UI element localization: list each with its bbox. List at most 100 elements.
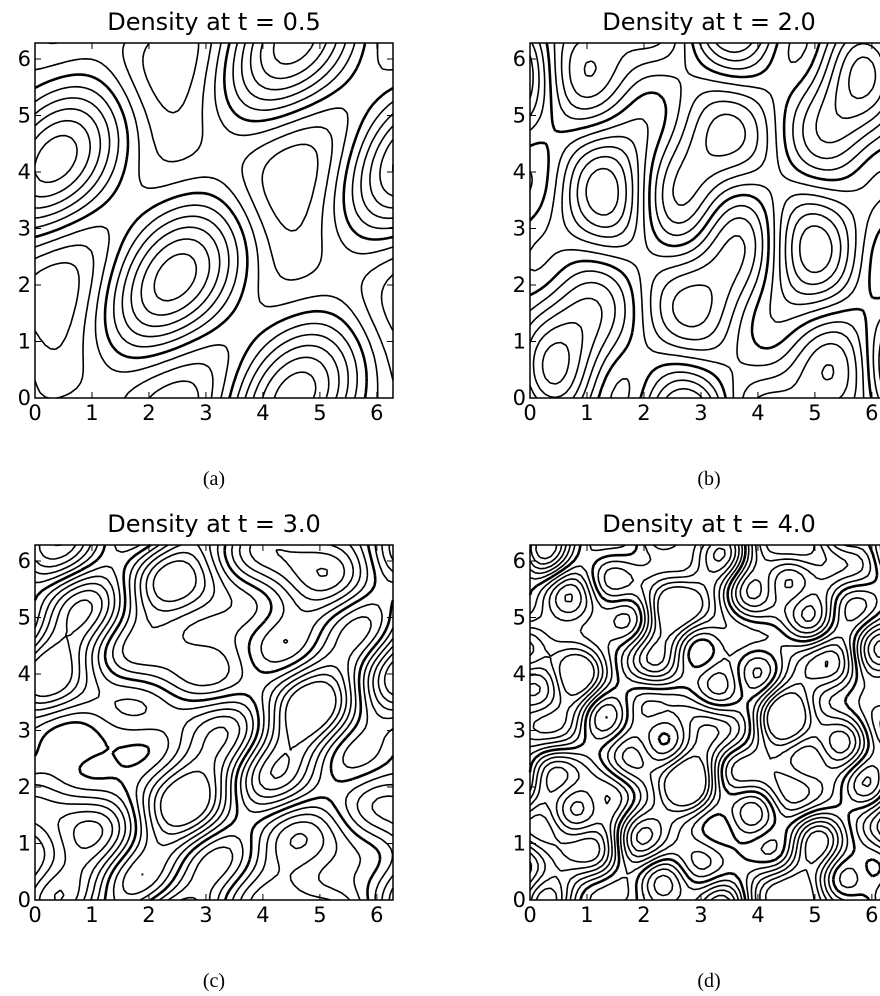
y-tick-label: 6 [513, 549, 526, 573]
x-tick-label: 2 [142, 401, 155, 425]
x-tick-label: 1 [85, 401, 98, 425]
x-tick-label: 5 [313, 903, 326, 927]
panel: 0 1 2 3 4 5 6 0 1 2 3 4 5 6 Density at t = 3.0 (c) [18, 510, 395, 992]
panel: 0 1 2 3 4 5 6 0 1 2 3 4 5 6 Density at t = 2.0 (b) [513, 8, 880, 490]
x-tick-label: 5 [808, 401, 821, 425]
y-tick-label: 3 [513, 718, 526, 742]
contour-line [34, 42, 394, 399]
x-tick-label: 1 [85, 903, 98, 927]
y-tick-label: 0 [18, 386, 31, 410]
chart-title: Density at t = 3.0 [107, 510, 321, 538]
contour-line [34, 544, 394, 901]
x-tick-label: 5 [313, 401, 326, 425]
x-tick-label: 4 [751, 401, 764, 425]
contour-line [34, 544, 394, 901]
contour-line [34, 42, 394, 399]
y-tick-label: 2 [513, 775, 526, 799]
contour-line [529, 42, 880, 399]
x-tick-label: 4 [751, 903, 764, 927]
chart-title: Density at t = 4.0 [602, 510, 816, 538]
contour-line [34, 42, 394, 399]
y-tick-label: 1 [513, 831, 526, 855]
y-tick-label: 3 [18, 216, 31, 240]
contour-line [529, 544, 880, 901]
x-tick-label: 6 [370, 401, 383, 425]
contour-line [529, 42, 880, 399]
contour-line [34, 544, 394, 901]
x-tick-label: 0 [28, 903, 41, 927]
plot-frame [529, 42, 880, 399]
chart-title: Density at t = 2.0 [602, 8, 816, 36]
x-tick-label: 3 [694, 903, 707, 927]
contour-line [532, 60, 842, 399]
y-tick-label: 0 [18, 888, 31, 912]
y-tick-label: 4 [513, 662, 526, 686]
caption: (c) [203, 970, 225, 992]
y-tick-label: 6 [18, 549, 31, 573]
y-tick-label: 5 [513, 605, 526, 629]
contour-line [529, 544, 829, 901]
contour-line [529, 42, 880, 399]
y-tick-label: 4 [18, 662, 31, 686]
contour-line [34, 42, 394, 399]
contour-line [529, 42, 880, 399]
x-tick-label: 2 [637, 401, 650, 425]
contour-line [34, 544, 394, 901]
plot-frame [34, 42, 394, 399]
contour-line [33, 543, 395, 902]
contour-line [34, 42, 394, 399]
plot-frame [529, 544, 880, 901]
y-tick-label: 5 [513, 103, 526, 127]
panel: 0 1 2 3 4 5 6 0 1 2 3 4 5 6 Density at t = 0.5 (a) [18, 8, 394, 490]
x-tick-label: 6 [370, 903, 383, 927]
x-tick-label: 4 [256, 903, 269, 927]
x-tick-label: 0 [523, 401, 536, 425]
contour-line [34, 42, 394, 399]
y-tick-label: 3 [18, 718, 31, 742]
y-tick-label: 2 [18, 273, 31, 297]
x-tick-label: 4 [256, 401, 269, 425]
y-tick-label: 1 [18, 831, 31, 855]
y-tick-label: 0 [513, 386, 526, 410]
contour-line [529, 544, 880, 901]
x-tick-label: 3 [199, 903, 212, 927]
x-tick-label: 1 [580, 903, 593, 927]
y-tick-label: 4 [18, 160, 31, 184]
contour-line [529, 544, 880, 901]
y-tick-label: 0 [513, 888, 526, 912]
y-tick-label: 6 [18, 47, 31, 71]
contour-line [53, 544, 337, 901]
x-tick-label: 1 [580, 401, 593, 425]
caption: (b) [697, 468, 720, 490]
x-tick-label: 6 [865, 401, 878, 425]
contour-line [529, 544, 880, 901]
y-tick-label: 1 [18, 329, 31, 353]
contour-line [585, 56, 877, 216]
x-tick-label: 0 [28, 401, 41, 425]
x-tick-label: 2 [637, 903, 650, 927]
caption: (a) [203, 468, 225, 490]
x-tick-label: 5 [808, 903, 821, 927]
x-tick-label: 0 [523, 903, 536, 927]
contour-line [34, 567, 394, 827]
contour-line [529, 42, 850, 399]
contour-line [576, 42, 880, 381]
y-tick-label: 4 [513, 160, 526, 184]
chart-title: Density at t = 0.5 [107, 8, 321, 36]
y-tick-label: 5 [18, 103, 31, 127]
y-tick-label: 2 [513, 273, 526, 297]
plot-frame [34, 544, 394, 901]
y-tick-label: 5 [18, 605, 31, 629]
x-tick-label: 3 [694, 401, 707, 425]
contour-line [34, 42, 394, 399]
y-tick-label: 1 [513, 329, 526, 353]
contour-line [529, 544, 880, 901]
contour-line [541, 225, 833, 385]
contour-line [34, 42, 394, 399]
x-tick-label: 6 [865, 903, 878, 927]
contour-line [34, 42, 394, 399]
contour-line [38, 544, 343, 901]
x-tick-label: 3 [199, 401, 212, 425]
